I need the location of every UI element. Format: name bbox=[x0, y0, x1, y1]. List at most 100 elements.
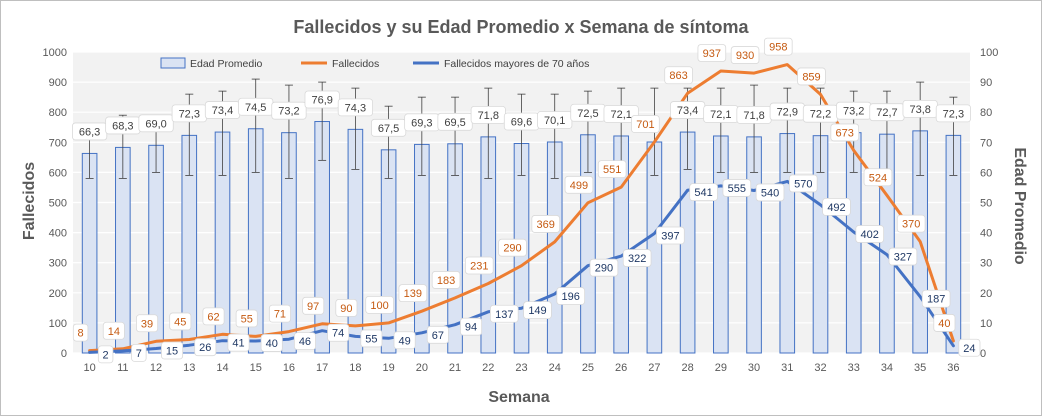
bar-data-label: 76,9 bbox=[304, 90, 340, 109]
x-tick-label: 22 bbox=[482, 362, 494, 374]
bar-data-label: 71,8 bbox=[736, 105, 772, 124]
data-label-box bbox=[365, 295, 394, 314]
fallecidos-data-label: 139 bbox=[398, 284, 428, 303]
data-label-box bbox=[863, 168, 893, 187]
data-label-box bbox=[697, 44, 727, 62]
fallecidos-data-label: 40 bbox=[933, 314, 956, 332]
data-label-text: 72,5 bbox=[577, 108, 598, 120]
mayores70-data-label: 397 bbox=[656, 226, 685, 245]
y2-tick-label: 50 bbox=[980, 198, 992, 210]
data-label-box bbox=[360, 329, 383, 348]
data-label-box bbox=[531, 215, 561, 233]
data-label-box bbox=[722, 179, 752, 197]
data-label-text: 72,2 bbox=[810, 109, 831, 121]
y-tick-label: 1000 bbox=[43, 47, 67, 59]
mayores70-data-label: 55 bbox=[360, 329, 383, 348]
data-label-text: 73,2 bbox=[278, 106, 299, 118]
data-label-box bbox=[335, 299, 358, 317]
y2-tick-label: 40 bbox=[980, 228, 992, 240]
y-tick-label: 400 bbox=[49, 228, 67, 240]
mayores70-data-label: 322 bbox=[622, 249, 652, 267]
data-label-text: 62 bbox=[207, 311, 219, 323]
mayores70-data-label: 570 bbox=[788, 174, 818, 193]
fallecidos-data-label: 290 bbox=[498, 238, 527, 257]
data-label-text: 90 bbox=[340, 303, 352, 315]
x-tick-label: 32 bbox=[814, 362, 826, 374]
x-tick-label: 33 bbox=[848, 362, 860, 374]
y-tick-label: 700 bbox=[49, 137, 67, 149]
legend-label-fallecidos: Fallecidos bbox=[332, 58, 379, 70]
bar-data-label: 69,3 bbox=[404, 113, 440, 132]
mayores70-data-label: 15 bbox=[161, 341, 184, 360]
mayores70-data-label: 402 bbox=[855, 225, 885, 243]
fallecidos-data-label: 183 bbox=[431, 271, 461, 289]
data-label-box bbox=[235, 309, 258, 328]
fallecidos-data-label: 859 bbox=[797, 67, 826, 86]
data-label-box bbox=[169, 312, 192, 331]
data-label-text: 74,5 bbox=[245, 102, 266, 114]
data-label-box bbox=[830, 123, 860, 142]
fallecidos-data-label: 673 bbox=[830, 123, 860, 142]
data-label-text: 68,3 bbox=[112, 120, 133, 132]
data-label-box bbox=[136, 314, 159, 333]
data-label-text: 930 bbox=[736, 50, 754, 62]
fallecidos-data-label: 39 bbox=[136, 314, 159, 333]
y2-tick-label: 80 bbox=[980, 107, 992, 119]
data-label-box bbox=[72, 323, 89, 342]
data-label-box bbox=[797, 67, 826, 86]
y-tick-label: 600 bbox=[49, 167, 67, 179]
data-label-box bbox=[398, 284, 428, 303]
x-tick-label: 19 bbox=[382, 362, 394, 374]
data-label-text: 69,0 bbox=[145, 118, 166, 130]
bar-data-label: 74,3 bbox=[337, 98, 373, 117]
bar-data-label: 68,3 bbox=[105, 116, 141, 135]
x-tick-label: 30 bbox=[748, 362, 760, 374]
y2-tick-label: 10 bbox=[980, 318, 992, 330]
bar-data-label: 72,9 bbox=[769, 102, 805, 121]
mayores70-data-label: 46 bbox=[293, 332, 316, 351]
data-label-text: 73,4 bbox=[212, 105, 233, 117]
data-label-box bbox=[293, 332, 316, 351]
data-label-text: 499 bbox=[570, 180, 588, 192]
bar-data-label: 72,5 bbox=[570, 103, 606, 122]
data-label-text: 369 bbox=[537, 219, 555, 231]
data-label-text: 859 bbox=[802, 71, 820, 83]
data-label-box bbox=[460, 317, 483, 336]
x-tick-label: 10 bbox=[83, 362, 95, 374]
data-label-text: 40 bbox=[938, 318, 950, 330]
data-label-text: 26 bbox=[199, 342, 211, 354]
data-label-box bbox=[730, 46, 760, 64]
data-label-box bbox=[102, 321, 125, 340]
y-tick-label: 900 bbox=[49, 77, 67, 89]
data-label-text: 72,3 bbox=[179, 108, 200, 120]
y-tick-label: 800 bbox=[49, 107, 67, 119]
data-label-text: 937 bbox=[703, 48, 721, 60]
data-label-text: 231 bbox=[470, 260, 488, 272]
data-label-text: 49 bbox=[398, 335, 410, 347]
data-label-text: 187 bbox=[927, 294, 945, 306]
fallecidos-data-label: 90 bbox=[335, 299, 358, 317]
x-tick-label: 13 bbox=[183, 362, 195, 374]
bar-data-label: 69,0 bbox=[138, 114, 174, 133]
x-tick-label: 11 bbox=[117, 362, 128, 374]
y-tick-label: 300 bbox=[49, 258, 67, 270]
y2-tick-label: 30 bbox=[980, 258, 992, 270]
data-label-box bbox=[664, 66, 693, 85]
y-axis-title: Fallecidos bbox=[21, 162, 38, 240]
data-label-text: 8 bbox=[78, 328, 84, 340]
y2-tick-label: 100 bbox=[980, 47, 998, 59]
x-tick-label: 21 bbox=[449, 362, 461, 374]
fallecidos-data-label: 55 bbox=[235, 309, 258, 328]
data-label-text: 39 bbox=[141, 318, 153, 330]
data-label-box bbox=[597, 160, 627, 179]
data-label-box bbox=[271, 101, 307, 120]
y2-tick-label: 20 bbox=[980, 288, 992, 300]
mayores70-data-label: 137 bbox=[489, 304, 519, 323]
bar-data-label: 72,2 bbox=[802, 104, 839, 123]
data-label-text: 45 bbox=[174, 316, 186, 328]
data-label-text: 72,7 bbox=[876, 107, 897, 119]
mayores70-data-label: 540 bbox=[755, 183, 785, 202]
data-label-box bbox=[589, 258, 619, 277]
fallecidos-data-label: 8 bbox=[72, 323, 89, 342]
fallecidos-data-label: 863 bbox=[664, 66, 693, 85]
